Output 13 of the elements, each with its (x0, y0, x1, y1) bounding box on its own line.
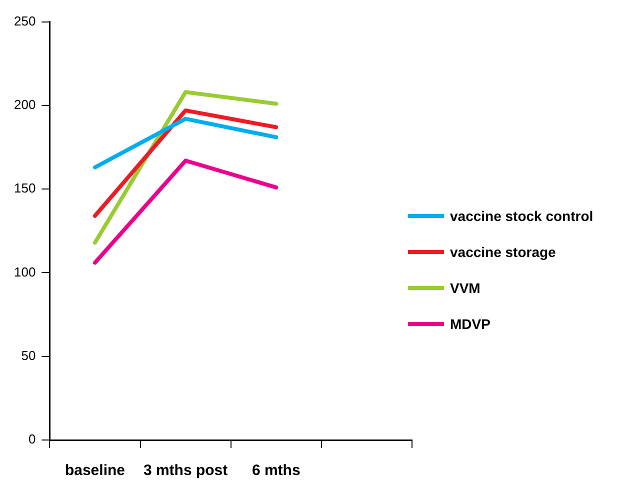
legend-label: MDVP (450, 316, 490, 332)
y-tick-label: 100 (14, 264, 36, 280)
legend-label: vaccine stock control (450, 208, 594, 224)
y-tick-label: 150 (14, 180, 36, 196)
legend-label: VVM (450, 280, 480, 296)
legend-label: vaccine storage (450, 244, 556, 260)
y-tick-label: 200 (14, 97, 36, 112)
y-tick-label: 250 (14, 13, 36, 28)
x-tick-label: 3 mths post (143, 462, 228, 480)
x-tick-label: 6 mths (252, 462, 300, 480)
y-tick-label: 0 (28, 432, 36, 447)
x-tick-label: baseline (64, 462, 125, 480)
y-tick-label: 50 (21, 348, 36, 363)
